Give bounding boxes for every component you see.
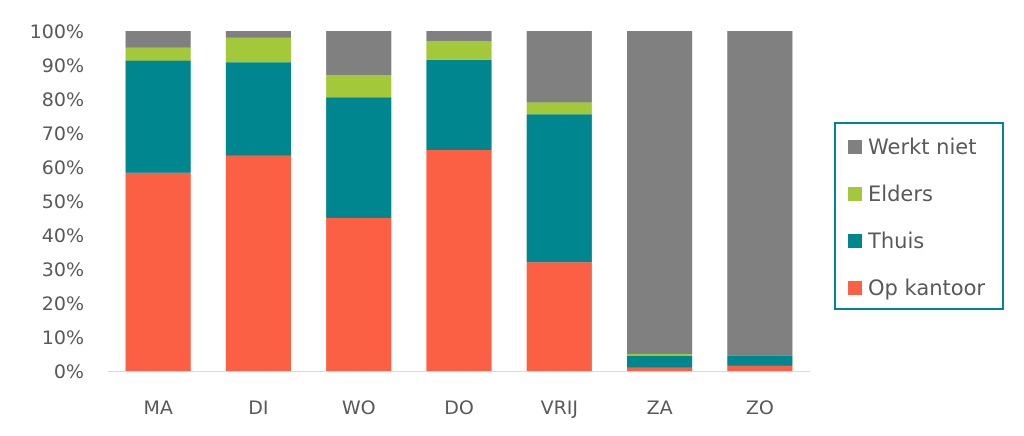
x-tick-label: VRIJ [541,397,578,419]
bar-segment-werkt-niet-vrij [526,31,592,103]
bar-segment-elders-za [626,354,693,356]
bar-segment-werkt-niet-do [426,31,492,42]
bar-segment-thuis-do [426,59,492,150]
bar-segment-thuis-ma [125,60,191,173]
bar-segment-thuis-zo [727,355,793,366]
y-tick-label: 10% [42,327,84,349]
y-tick-label: 50% [42,191,84,213]
bar-segment-op-kantoor-vrij [526,262,592,371]
bar-segment-thuis-vrij [526,114,592,263]
legend-item-elders: Elders [848,179,933,209]
bar-segment-elders-vrij [526,102,592,115]
bar-segment-werkt-niet-ma [125,31,191,48]
legend-swatch [848,234,862,248]
y-tick-label: 100% [30,21,84,43]
bar-segment-op-kantoor-za [626,367,693,371]
y-tick-label: 0% [54,361,84,383]
legend-swatch [848,281,862,295]
bar-segment-thuis-di [225,62,292,156]
bar-segment-op-kantoor-zo [727,365,793,371]
x-tick-label: MA [143,397,172,419]
legend-swatch [848,140,862,154]
legend-label: Werkt niet [868,135,977,159]
x-tick-label: ZA [647,397,673,419]
y-axis: 0% 10% 20% 30% 40% 50% 60% 70% 80% 90% 100% [30,21,84,383]
legend-label: Elders [868,182,933,206]
legend-label: Thuis [868,229,925,253]
bar-segment-op-kantoor-do [426,150,492,371]
x-tick-label: ZO [746,397,774,419]
y-tick-label: 20% [42,293,84,315]
legend-item-op-kantoor: Op kantoor [848,273,985,303]
bar-segment-elders-wo [326,75,392,98]
bar-segment-op-kantoor-di [225,155,292,371]
legend-label: Op kantoor [868,276,986,300]
bar-segment-thuis-za [626,355,693,368]
y-tick-label: 60% [42,157,84,179]
bar-segment-werkt-niet-di [225,31,292,38]
bar-segment-op-kantoor-ma [125,172,191,371]
legend-item-werkt-niet: Werkt niet [848,132,976,162]
bar-segment-elders-do [426,41,492,60]
bar-segment-elders-di [225,37,292,63]
bar-segment-werkt-niet-zo [727,31,793,356]
y-tick-label: 70% [42,123,84,145]
bars [125,31,793,371]
legend: Werkt niet Elders Thuis Op kantoor [834,122,1004,310]
legend-item-thuis: Thuis [848,226,924,256]
bar-segment-elders-ma [125,47,191,61]
bar-segment-op-kantoor-wo [326,218,392,371]
bar-segment-thuis-wo [326,97,392,218]
x-tick-label: DO [444,397,474,419]
x-tick-label: DI [248,397,268,419]
bar-segment-werkt-niet-wo [326,31,392,76]
x-axis: MA DI WO DO VRIJ ZA ZO [143,397,773,419]
y-tick-label: 30% [42,259,84,281]
y-tick-label: 90% [42,55,84,77]
y-tick-label: 40% [42,225,84,247]
x-tick-label: WO [342,397,376,419]
y-tick-label: 80% [42,89,84,111]
legend-swatch [848,187,862,201]
bar-segment-werkt-niet-za [626,31,693,354]
